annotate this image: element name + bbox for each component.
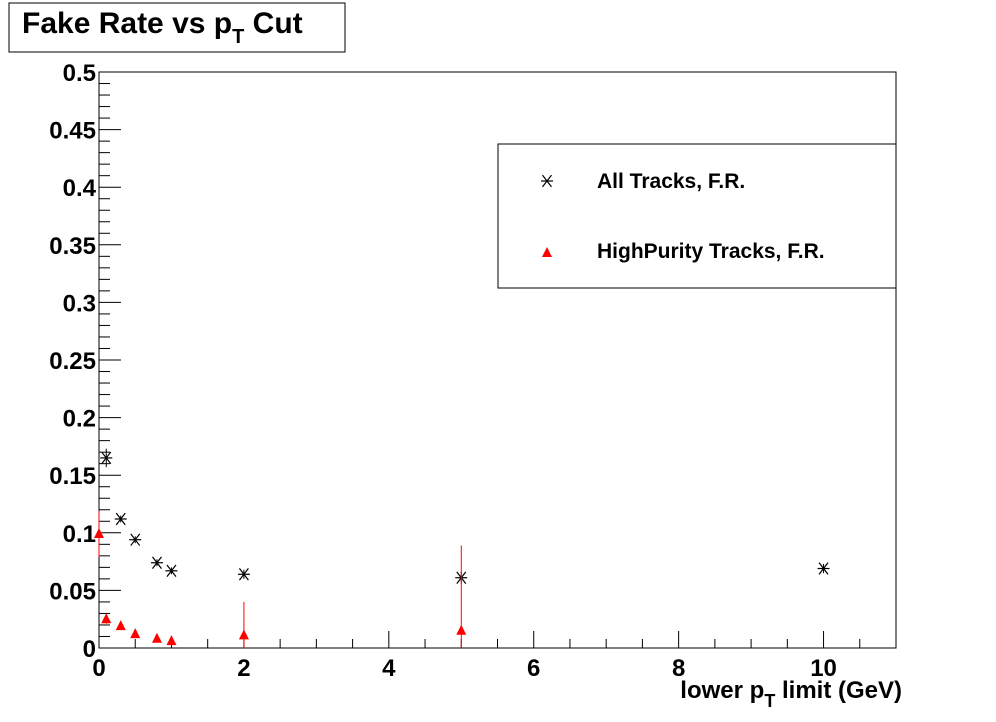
- legend-label: HighPurity Tracks, F.R.: [597, 240, 825, 263]
- data-point: [151, 632, 162, 643]
- data-point: [101, 613, 112, 624]
- title-sub: T: [232, 26, 244, 48]
- series-layer: [94, 448, 830, 648]
- data-point: [165, 564, 178, 578]
- y-tick-label: 0.2: [63, 406, 96, 433]
- legend-marker-triangle: [542, 247, 552, 257]
- data-point: [166, 635, 177, 646]
- title-tail: Cut: [244, 7, 302, 40]
- y-tick-label: 0.3: [63, 290, 96, 317]
- data-point: [817, 562, 830, 575]
- data-point: [456, 624, 467, 635]
- data-point: [237, 568, 250, 581]
- y-tick-labels: 0 0.05 0.1 0.15 0.2 0.25 0.3 0.35 0.4 0.45 0.5: [49, 60, 96, 663]
- x-tick-label: 4: [382, 655, 396, 682]
- y-tick-label: 0.35: [49, 233, 96, 260]
- title-box: [8, 2, 346, 53]
- data-point: [130, 628, 141, 639]
- data-point: [129, 533, 142, 546]
- data-point: [150, 556, 163, 569]
- xlabel-sub: T: [764, 691, 775, 711]
- y-tick-label: 0.05: [49, 578, 96, 605]
- legend-items: All Tracks, F.R. HighPurity Tracks, F.R.: [541, 170, 825, 263]
- legend-box: [497, 143, 897, 289]
- data-point: [100, 451, 113, 465]
- y-tick-label: 0: [83, 636, 96, 663]
- title-main: Fake Rate vs p: [22, 7, 232, 40]
- y-tick-label: 0.1: [63, 521, 96, 548]
- series-highpurity-tracks: [94, 510, 467, 648]
- data-point: [115, 620, 126, 631]
- x-axis-label: lower pT limit (GeV): [680, 677, 902, 711]
- legend-label: All Tracks, F.R.: [597, 170, 745, 193]
- xlabel-main: lower p: [680, 677, 764, 704]
- y-tick-label: 0.25: [49, 348, 96, 375]
- series-all-tracks: [100, 448, 830, 584]
- data-point: [114, 512, 127, 526]
- x-tick-label: 6: [527, 655, 540, 682]
- y-tick-label: 0.4: [63, 175, 97, 202]
- y-tick-label: 0.45: [49, 118, 96, 145]
- y-tick-label: 0.5: [63, 60, 96, 87]
- data-point: [94, 527, 104, 538]
- x-tick-label: 0: [92, 655, 105, 682]
- x-tick-labels: 0 2 4 6 8 10: [92, 655, 837, 682]
- y-tick-label: 0.15: [49, 463, 96, 490]
- x-tick-label: 10: [810, 655, 837, 682]
- chart-title: Fake Rate vs pT Cut: [22, 7, 303, 48]
- legend-marker-asterisk: [541, 174, 553, 188]
- x-tick-label: 2: [237, 655, 250, 682]
- x-tick-label: 8: [672, 655, 685, 682]
- data-point: [238, 629, 249, 640]
- xlabel-tail: limit (GeV): [775, 677, 902, 704]
